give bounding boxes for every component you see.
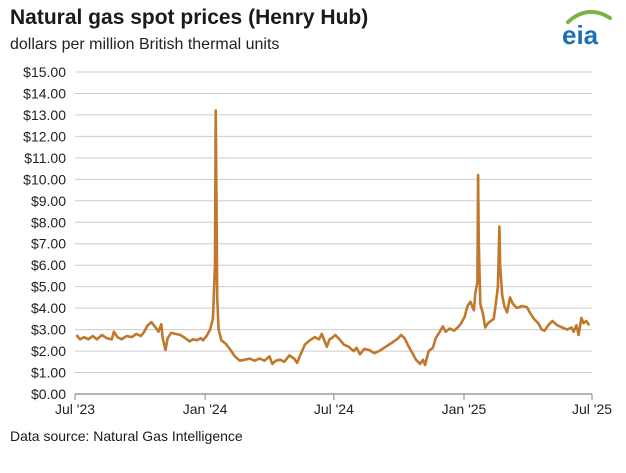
y-tick-label: $7.00 [31,236,66,252]
x-tick-label: Jan '25 [442,401,487,417]
y-tick-label: $8.00 [31,214,66,230]
x-tick-label: Jul '25 [572,401,612,417]
y-tick-label: $2.00 [31,343,66,359]
y-tick-label: $10.00 [23,171,66,187]
y-tick-label: $5.00 [31,279,66,295]
y-tick-label: $1.00 [31,365,66,381]
y-tick-label: $6.00 [31,257,66,273]
x-tick-label: Jul '23 [55,401,95,417]
price-series-line [75,109,591,367]
y-tick-label: $3.00 [31,322,66,338]
eia-logo-text: eia [562,20,599,48]
x-tick-label: Jul '24 [314,401,354,417]
y-tick-label: $14.00 [23,85,66,101]
y-tick-label: $9.00 [31,193,66,209]
y-tick-label: $0.00 [31,386,66,402]
eia-logo-mark: eia [562,10,612,50]
x-tick-label: Jan '24 [183,401,228,417]
y-tick-label: $15.00 [23,64,66,80]
data-source-note: Data source: Natural Gas Intelligence [10,428,243,444]
x-axis-ticks: Jul '23 Jan '24 Jul '24 Jan '25 Jul '25 [55,394,612,417]
y-tick-label: $12.00 [23,128,66,144]
y-tick-label: $13.00 [23,107,66,123]
eia-logo-arc-icon [566,10,612,24]
eia-logo: eia [554,8,616,50]
y-tick-label: $11.00 [24,150,66,166]
y-tick-label: $4.00 [31,300,66,316]
chart-title: Natural gas spot prices (Henry Hub) [10,6,369,29]
y-axis-ticks: $0.00 $1.00 $2.00 $3.00 $4.00 $5.00 $6.00 $7.00… [23,64,66,402]
chart-subtitle: dollars per million British thermal unit… [10,36,280,53]
gridlines [75,71,592,395]
